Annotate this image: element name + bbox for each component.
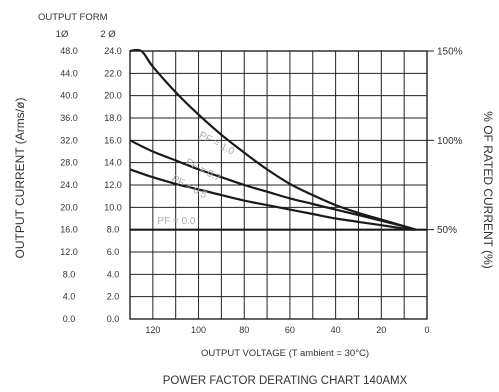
y-tick-label-1ph: 8.0: [63, 269, 76, 279]
y-tick-label-2ph: 10.0: [104, 202, 122, 212]
series-line: [129, 139, 416, 231]
plot-frame: [129, 50, 428, 320]
y-tick-label-1ph: 36.0: [60, 113, 78, 123]
y-tick-label-2ph: 6.0: [107, 247, 120, 257]
y-tick-label-1ph: 4.0: [63, 292, 76, 302]
y-tick-label-2ph: 16.0: [104, 135, 122, 145]
y-tick-label-1ph: 24.0: [60, 180, 78, 190]
y-tick-label-1ph: 28.0: [60, 158, 78, 168]
series-line: [129, 48, 416, 231]
grid: [130, 51, 427, 319]
y-tick-label-2ph: 20.0: [104, 91, 122, 101]
y-tick-label-2ph: 22.0: [104, 68, 122, 78]
y-tick-label-1ph: 40.0: [60, 91, 78, 101]
y-tick-label-1ph: 12.0: [60, 247, 78, 257]
y-tick-label-2ph: 2.0: [107, 292, 120, 302]
x-tick-label: 40: [331, 325, 341, 335]
x-tick-label: 100: [191, 325, 206, 335]
y-tick-label-1ph: 44.0: [60, 68, 78, 78]
x-tick-label: 0: [424, 325, 429, 335]
series-line: [129, 168, 416, 231]
y-tick-label-2ph: 14.0: [104, 158, 122, 168]
y-tick-label-2ph: 0.0: [107, 314, 120, 324]
x-tick-label: 20: [376, 325, 386, 335]
series-label: PF = 1.0: [197, 130, 236, 158]
tick-labels: 0.0 4.0 8.0 12.0 16.0 20.0 24.0 28.0 32.0 36.0 40.…: [60, 46, 462, 335]
y2-axis-label: % OF RATED CURRENT (%): [481, 111, 495, 269]
y-tick-label-2ph: 12.0: [104, 180, 122, 190]
y-tick-label-1ph: 0.0: [63, 314, 76, 324]
y-tick-label-2ph: 8.0: [107, 225, 120, 235]
phase-header-1ph: 1Ø: [56, 29, 69, 40]
x-tick-label: 60: [285, 325, 295, 335]
y-tick-label-2ph: 4.0: [107, 269, 120, 279]
y-tick-label-1ph: 16.0: [60, 225, 78, 235]
x-axis-label: OUTPUT VOLTAGE (T ambient = 30°C): [201, 348, 369, 359]
x-tick-label: 120: [145, 325, 160, 335]
series-label: PF = 0.0: [157, 216, 196, 227]
y2-tick-label: 50%: [437, 225, 457, 236]
y2-tick-label: 100%: [437, 136, 463, 147]
chart-title: POWER FACTOR DERATING CHART 140AMX: [163, 375, 408, 387]
x-tick-label: 80: [239, 325, 249, 335]
output-form-label: OUTPUT FORM: [38, 12, 108, 23]
y-axis-label: OUTPUT CURRENT (Arms/ø): [13, 98, 27, 259]
y-tick-label-1ph: 32.0: [60, 135, 78, 145]
y-tick-label-2ph: 24.0: [104, 46, 122, 56]
series-curves: [129, 48, 427, 231]
phase-header-2ph: 2 Ø: [100, 29, 116, 40]
y2-tick-label: 150%: [437, 47, 463, 58]
y-tick-label-2ph: 18.0: [104, 113, 122, 123]
y-tick-label-1ph: 20.0: [60, 202, 78, 212]
y-tick-label-1ph: 48.0: [60, 46, 78, 56]
